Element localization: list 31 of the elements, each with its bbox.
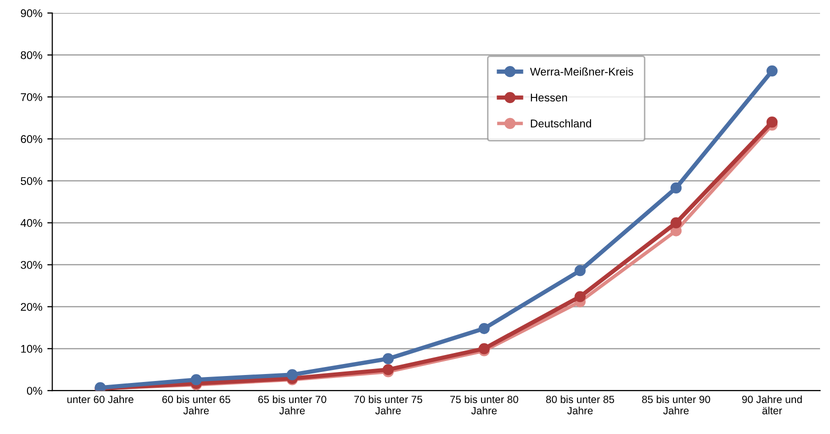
point: [286, 369, 298, 380]
x-tick-label: 85 bis unter 90 Jahre: [642, 395, 710, 414]
x-tick-label: 60 bis unter 65 Jahre: [162, 395, 230, 414]
x-tick-label: 75 bis unter 80 Jahre: [450, 395, 518, 414]
x-tick-label: 70 bis unter 75 Jahre: [354, 395, 422, 414]
x-tick-label: 80 bis unter 85 Jahre: [546, 395, 614, 414]
x-tick-label: 65 bis unter 70 Jahre: [258, 395, 326, 414]
point: [190, 374, 202, 386]
point: [574, 291, 586, 302]
y-tick-label: 10%: [21, 344, 42, 353]
y-tick-label: 90%: [20, 9, 42, 18]
y-tick-label: 70%: [20, 93, 42, 102]
legend-label: Hessen: [530, 94, 567, 102]
y-tick-label: 20%: [20, 302, 42, 311]
point: [766, 65, 778, 76]
x-tick-label: unter 60 Jahre: [67, 395, 134, 404]
point: [766, 116, 778, 128]
x-tick-label: 90 Jahre und älter: [742, 395, 802, 414]
y-tick-label: 80%: [20, 51, 42, 60]
y-tick-label: 60%: [20, 135, 42, 144]
point: [478, 322, 490, 334]
y-tick-label: 0%: [26, 386, 42, 395]
y-tick-label: 40%: [20, 219, 42, 227]
point: [382, 353, 394, 364]
point: [670, 182, 682, 194]
point: [574, 265, 586, 276]
y-tick-label: 50%: [20, 177, 42, 185]
legend-label: Werra-Meißner-Kreis: [530, 67, 634, 76]
point: [670, 217, 682, 228]
legend-label: Deutschland: [530, 119, 592, 128]
y-tick-label: 30%: [20, 261, 42, 269]
